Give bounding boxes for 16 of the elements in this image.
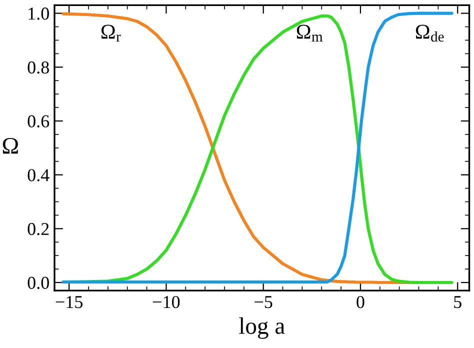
x-tick-label: −15: [56, 296, 82, 308]
x-tick-label: −10: [152, 296, 180, 308]
y-tick-label: 0.2: [28, 222, 49, 236]
y-tick-label: 0.4: [28, 169, 50, 182]
y-axis-title: Ω: [2, 138, 18, 154]
x-axis-title: log a: [239, 317, 285, 339]
x-tick-label: 0: [356, 296, 364, 308]
y-tick-label: 0.8: [28, 61, 49, 74]
annotation: Ω$_{r}$: [101, 24, 121, 42]
annotation: Ω$_{de}$: [416, 24, 444, 42]
x-tick-label: 5: [454, 296, 462, 308]
y-tick-label: 0.6: [28, 115, 50, 128]
x-tick-label: −5: [254, 296, 272, 308]
y-tick-label: 1.0: [28, 8, 49, 20]
annotation: Ω$_{m}$: [296, 24, 323, 42]
y-tick-label: 0.0: [28, 276, 49, 290]
